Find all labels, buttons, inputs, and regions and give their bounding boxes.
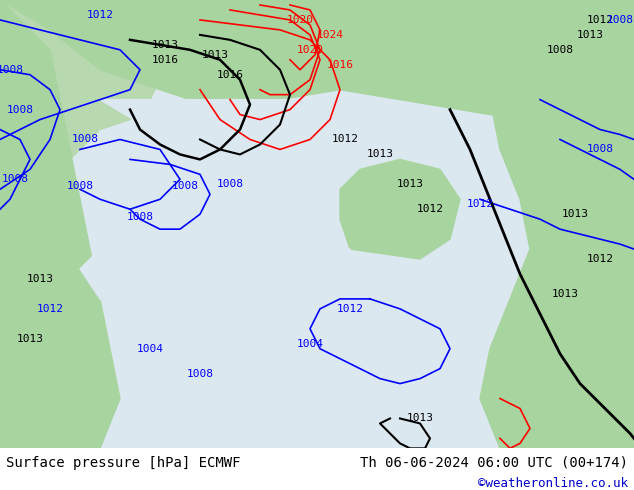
Polygon shape: [340, 159, 460, 259]
Text: 1008: 1008: [216, 179, 243, 189]
Text: 1016: 1016: [216, 70, 243, 80]
Text: 1024: 1024: [316, 30, 344, 40]
Text: 1008: 1008: [6, 104, 34, 115]
Text: 1013: 1013: [396, 179, 424, 189]
Text: 1008: 1008: [172, 181, 198, 191]
Text: 1008: 1008: [547, 45, 574, 55]
Text: 1013: 1013: [366, 149, 394, 159]
Text: 1012: 1012: [337, 304, 363, 314]
Polygon shape: [80, 249, 380, 368]
Text: 1013: 1013: [152, 40, 179, 50]
Polygon shape: [0, 0, 120, 448]
Text: 1013: 1013: [552, 289, 578, 299]
Text: 1008: 1008: [586, 145, 614, 154]
Text: Th 06-06-2024 06:00 UTC (00+174): Th 06-06-2024 06:00 UTC (00+174): [359, 456, 628, 470]
Text: 1012: 1012: [586, 254, 614, 264]
Text: 1013: 1013: [406, 414, 434, 423]
Text: 1016: 1016: [152, 55, 179, 65]
Text: 1013: 1013: [27, 274, 53, 284]
Text: 1008: 1008: [607, 15, 633, 25]
Text: 1012: 1012: [586, 15, 614, 25]
Text: 1012: 1012: [417, 204, 444, 214]
Text: 1013: 1013: [202, 50, 228, 60]
Text: 1012: 1012: [467, 199, 493, 209]
Text: 1013: 1013: [576, 30, 604, 40]
Text: 1008: 1008: [186, 368, 214, 379]
Text: 1016: 1016: [327, 60, 354, 70]
Text: 1012: 1012: [37, 304, 63, 314]
Text: 1020: 1020: [297, 45, 323, 55]
Text: ©weatheronline.co.uk: ©weatheronline.co.uk: [477, 477, 628, 490]
Text: 1013: 1013: [16, 334, 44, 344]
Text: 1012: 1012: [86, 10, 113, 20]
Text: 1008: 1008: [72, 134, 98, 145]
Text: 1004: 1004: [136, 343, 164, 354]
Text: 1004: 1004: [297, 339, 323, 349]
Text: 1008: 1008: [0, 65, 23, 75]
Polygon shape: [0, 0, 220, 219]
Polygon shape: [480, 0, 634, 448]
Polygon shape: [0, 0, 634, 120]
Text: Surface pressure [hPa] ECMWF: Surface pressure [hPa] ECMWF: [6, 456, 241, 470]
Text: 1008: 1008: [1, 174, 29, 184]
Text: 1012: 1012: [332, 134, 358, 145]
Text: 1008: 1008: [127, 212, 153, 222]
Polygon shape: [100, 99, 320, 229]
Text: 1013: 1013: [562, 209, 588, 219]
Text: 1020: 1020: [287, 15, 313, 25]
Text: 1008: 1008: [67, 181, 93, 191]
